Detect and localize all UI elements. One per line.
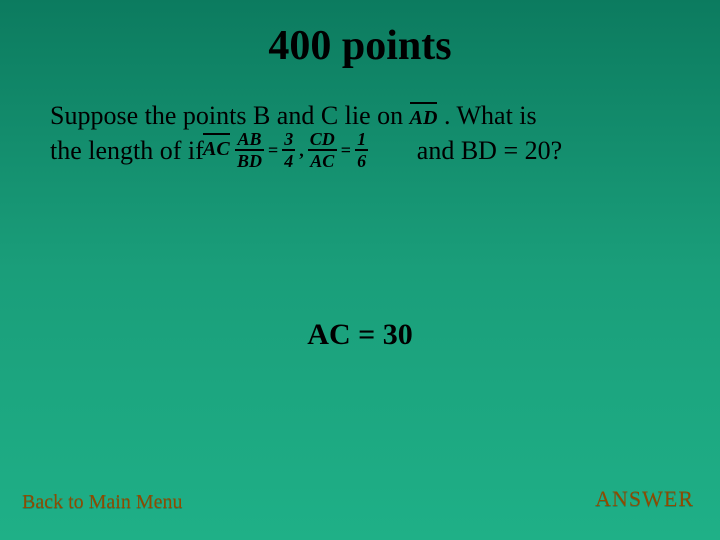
frac-cd-ac: CD AC [308,130,337,170]
segment-ac-label: AC [203,138,230,160]
comma: , [295,140,308,161]
equals-1: = [264,140,282,161]
segment-ad-label: AD [410,107,438,129]
frac2-den: AC [308,152,336,170]
fraction-equations: AB BD = 3 4 , CD AC = 1 6 [235,130,368,170]
frac2-val-num: 1 [355,130,368,148]
equals-2: = [337,140,355,161]
frac1-den: BD [235,152,264,170]
frac-1-6: 1 6 [355,130,368,170]
segment-ad: AD [410,105,438,132]
question-line2-prefix: the length of if [50,136,204,165]
frac-ab-bd: AB BD [235,130,264,170]
frac1-val-num: 3 [282,130,295,148]
frac1-val-den: 4 [282,152,295,170]
segment-ac: AC [203,136,230,163]
answer-text: AC = 30 [0,318,720,352]
back-to-main-button[interactable]: Back to Main Menu [22,491,183,514]
slide-title: 400 points [0,22,720,70]
frac2-val-den: 6 [355,152,368,170]
frac2-num: CD [308,130,337,148]
frac-3-4: 3 4 [282,130,295,170]
frac1-num: AB [236,130,264,148]
question-line1-prefix: Suppose the points B and C lie on [50,101,403,130]
question-line1-suffix: . What is [444,101,537,130]
question-line2-suffix: and BD = 20? [417,136,562,165]
answer-button[interactable]: ANSWER [595,486,694,512]
